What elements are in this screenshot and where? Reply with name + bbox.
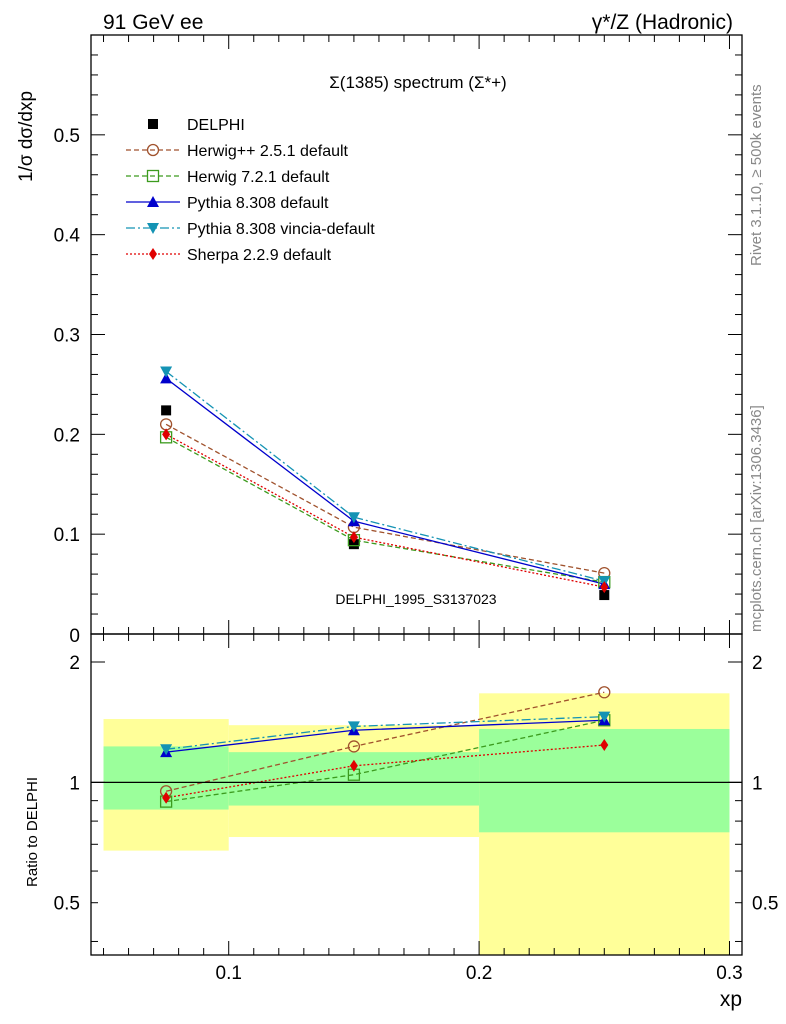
ratio-line bbox=[166, 719, 605, 803]
ratio-line bbox=[165, 691, 605, 792]
ratio-tick-label-right: 2 bbox=[752, 653, 763, 674]
analysis-watermark: DELPHI_1995_S3137023 bbox=[335, 591, 496, 607]
series-point bbox=[349, 531, 358, 544]
ratio-frame bbox=[90, 633, 743, 956]
legend-label: Sherpa 2.2.9 default bbox=[187, 247, 332, 264]
series-layer bbox=[91, 366, 742, 808]
legend-label: Herwig 7.2.1 default bbox=[187, 169, 330, 186]
ratio-tick-label-right: 0.5 bbox=[752, 894, 778, 915]
y-axis-label: 1/σ dσ/dxp bbox=[16, 91, 37, 182]
ratio-point bbox=[598, 686, 611, 699]
axes-layer: 0.1 0.2 0.3 0.1 0.2 0.3 0.4 0.5 0 0.5 0.5 1 1 2 2 bbox=[54, 34, 778, 984]
x-tick-label: 0.1 bbox=[216, 963, 242, 984]
series-line bbox=[165, 370, 605, 582]
y-tick-label: 0.3 bbox=[54, 326, 80, 347]
ratio-point bbox=[347, 721, 360, 733]
rivet-version-label: Rivet 3.1.10, ≥ 500k events bbox=[748, 84, 765, 266]
y-tick-label: 0.1 bbox=[54, 525, 80, 546]
mcplots-source-label: mcplots.cern.ch [arXiv:1306.3436] bbox=[748, 405, 765, 632]
legend-label: Pythia 8.308 vincia-default bbox=[187, 221, 375, 238]
ratio-axis-label: Ratio to DELPHI bbox=[24, 777, 41, 887]
ratio-line bbox=[166, 744, 605, 799]
ratio-tick-label-left: 2 bbox=[69, 653, 80, 674]
series-line bbox=[165, 377, 605, 585]
data-point bbox=[161, 405, 172, 416]
legend-marker-data bbox=[148, 119, 158, 129]
legend-label-data: DELPHI bbox=[187, 117, 245, 134]
ratio-tick-label-right: 1 bbox=[752, 773, 763, 794]
series-point bbox=[162, 428, 171, 441]
legend-marker bbox=[147, 223, 159, 234]
ratio-point bbox=[162, 791, 171, 804]
ratio-tick-label-left: 1 bbox=[69, 773, 80, 794]
data-point bbox=[599, 590, 610, 601]
legend-marker bbox=[149, 248, 157, 260]
header-energy-label: 91 GeV ee bbox=[103, 11, 203, 34]
series-line bbox=[165, 423, 605, 574]
chart-title: Σ(1385) spectrum (Σ*+) bbox=[329, 73, 506, 92]
uncertainty-bands bbox=[103, 693, 730, 955]
series-line bbox=[165, 436, 605, 583]
legend-marker bbox=[146, 143, 160, 157]
x-axis-label: xp bbox=[720, 988, 742, 1011]
y-tick-label-zero: 0 bbox=[69, 626, 80, 647]
legend-marker bbox=[147, 196, 159, 207]
header-process-label: γ*/Z (Hadronic) bbox=[592, 11, 733, 34]
ratio-point bbox=[160, 744, 173, 756]
x-tick-label: 0.2 bbox=[466, 963, 492, 984]
series-point bbox=[160, 372, 173, 384]
legend: DELPHI Herwig++ 2.5.1 default Herwig 7.2.1… bbox=[126, 117, 375, 264]
y-tick-label: 0.5 bbox=[54, 126, 80, 147]
legend-label: Pythia 8.308 default bbox=[187, 195, 329, 212]
x-tick-label: 0.3 bbox=[716, 963, 742, 984]
ratio-point bbox=[600, 739, 609, 752]
data-point bbox=[348, 539, 359, 550]
series-point bbox=[160, 366, 173, 378]
ratio-point bbox=[598, 711, 611, 723]
series-point bbox=[347, 512, 360, 524]
legend-label: Herwig++ 2.5.1 default bbox=[187, 143, 349, 160]
y-tick-label: 0.4 bbox=[54, 226, 81, 247]
ratio-tick-label-left: 0.5 bbox=[54, 894, 80, 915]
y-tick-label: 0.2 bbox=[54, 425, 80, 446]
ratio-point bbox=[347, 740, 361, 753]
series-point bbox=[600, 581, 609, 594]
legend-marker bbox=[146, 169, 160, 183]
series-line bbox=[165, 433, 605, 588]
ratio-point bbox=[349, 759, 358, 772]
